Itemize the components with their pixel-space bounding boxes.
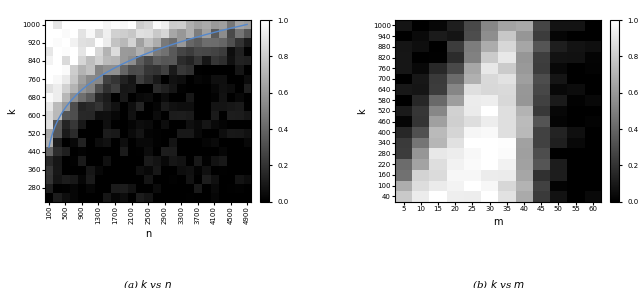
Text: (b) $k$ vs $m$: (b) $k$ vs $m$ (472, 278, 525, 288)
X-axis label: n: n (145, 229, 151, 239)
Y-axis label: k: k (7, 108, 17, 114)
Y-axis label: k: k (357, 108, 367, 114)
Text: (a) $k$ vs $n$: (a) $k$ vs $n$ (124, 278, 173, 288)
X-axis label: m: m (493, 217, 503, 227)
